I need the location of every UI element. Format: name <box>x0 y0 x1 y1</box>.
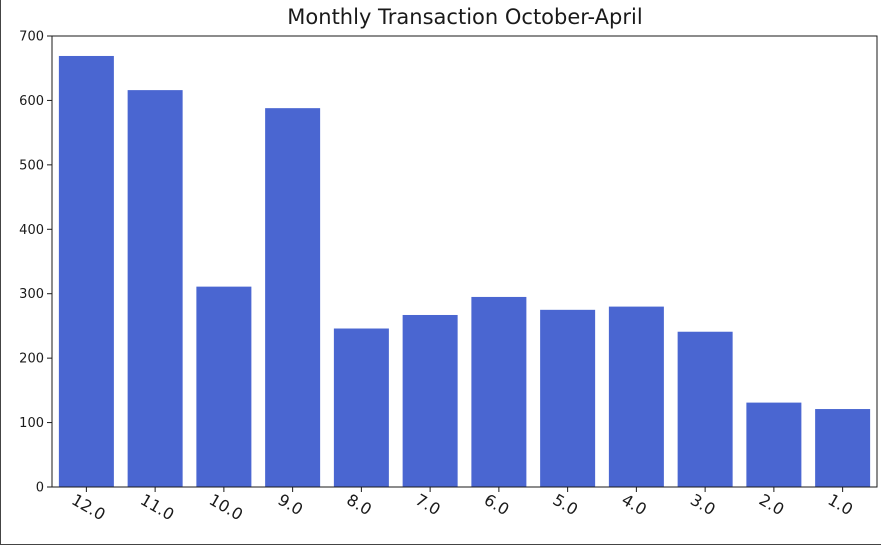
x-tick-label: 10.0 <box>206 490 246 524</box>
bar-1.0 <box>815 409 871 487</box>
x-tick-label: 9.0 <box>275 490 307 519</box>
x-tick-label: 4.0 <box>618 490 650 519</box>
y-tick-label: 600 <box>19 94 44 109</box>
x-tick-label: 2.0 <box>756 490 788 519</box>
y-tick-label: 700 <box>19 30 44 45</box>
y-tick-label: 0 <box>36 481 44 496</box>
x-tick-label: 8.0 <box>343 490 375 519</box>
x-tick-label: 11.0 <box>137 490 177 524</box>
x-tick-label: 1.0 <box>825 490 857 519</box>
y-tick-label: 200 <box>19 352 44 367</box>
bar-4.0 <box>608 306 664 487</box>
bar-3.0 <box>677 331 733 487</box>
y-tick-label: 500 <box>19 158 44 173</box>
bar-12.0 <box>58 55 114 487</box>
y-tick-label: 100 <box>19 416 44 431</box>
x-tick-label: 7.0 <box>412 490 444 519</box>
y-axis: 0 100 200 300 400 500 600 700 <box>19 30 52 496</box>
bar-8.0 <box>333 328 389 487</box>
bar-10.0 <box>196 286 252 487</box>
bar-11.0 <box>127 90 183 488</box>
bar-6.0 <box>471 296 527 487</box>
x-axis: 12.0 11.0 10.0 9.0 8.0 7.0 6.0 5.0 4.0 3.0 2.0 1.0 <box>68 487 856 524</box>
bar-9.0 <box>265 108 321 487</box>
x-tick-label: 12.0 <box>68 490 108 524</box>
bars-group <box>58 55 871 488</box>
x-tick-label: 5.0 <box>550 490 582 519</box>
bar-5.0 <box>540 309 596 487</box>
y-tick-label: 300 <box>19 287 44 302</box>
plot-area-border <box>51 35 878 488</box>
y-tick-label: 400 <box>19 223 44 238</box>
bar-7.0 <box>402 314 458 487</box>
x-tick-label: 3.0 <box>687 490 719 519</box>
bar-2.0 <box>746 402 802 487</box>
chart-title: Monthly Transaction October-April <box>287 5 642 29</box>
x-tick-label: 6.0 <box>481 490 513 519</box>
